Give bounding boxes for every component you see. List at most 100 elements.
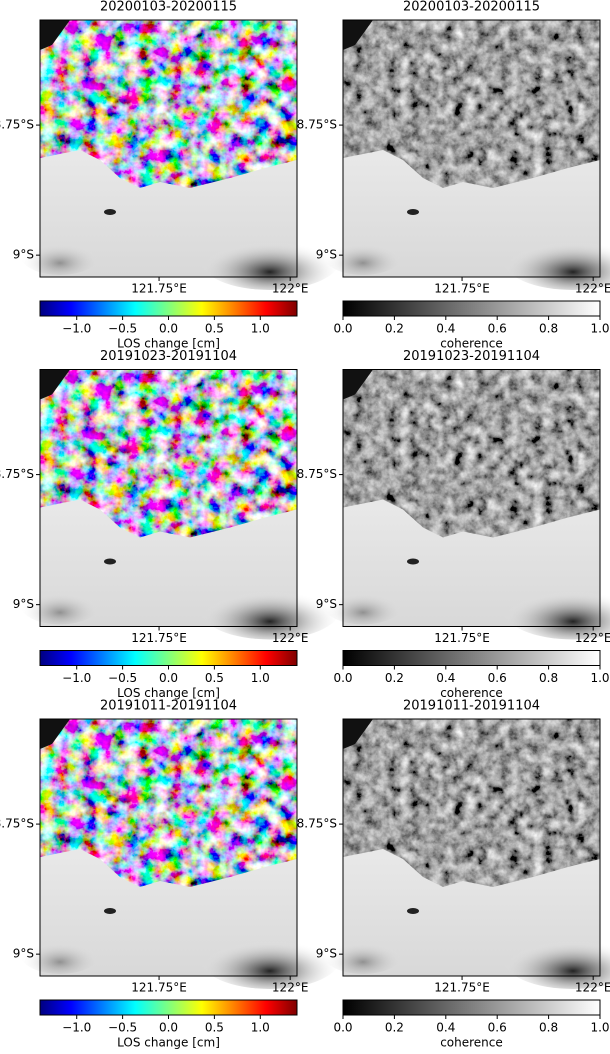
y-tick-label: 8.75°S [297,118,337,132]
dark-corner [40,20,70,50]
islet [407,209,419,215]
sea-shade [503,230,610,290]
colorbar-tick-label: 0.6 [488,671,507,685]
panel: 20200103-20200115 121.75°E 122°E 8.75°S 9°S −… [0,0,340,351]
colorbar-tick-label: 1.0 [251,322,270,336]
panel-title: 20191011-20191104 [403,699,540,714]
colorbar [39,650,298,666]
islet [104,209,116,215]
colorbar-tick-label: 0.0 [333,671,352,685]
colorbar-tick-label: −1.0 [62,671,91,685]
colorbar-tick-label: −0.5 [108,1021,137,1035]
colorbar-tick-label: 0.0 [333,1021,352,1035]
sea-shade [200,230,340,290]
axes-frame [39,369,298,627]
x-tick-label: 122°E [272,631,309,645]
y-tick-label: 8.75°S [0,817,34,831]
y-tick-label: 9°S [13,597,34,611]
colorbar-tick-label: 0.2 [385,322,404,336]
y-tick-label: 9°S [316,947,337,961]
sea-shade [200,929,340,989]
colorbar-tick-label: 0.8 [539,671,558,685]
colorbar-tick-label: 0.5 [205,671,224,685]
y-tick-label: 9°S [13,248,34,262]
colorbar-label: LOS change [cm] [117,337,220,351]
colorbar-tick-label: 0.2 [385,671,404,685]
colorbar-tick-label: 1.0 [590,322,609,336]
y-tick-label: 8.75°S [297,467,337,481]
y-tick-label: 9°S [316,248,337,262]
axes-frame [342,369,601,627]
panel: 20191023-20191104 121.75°E 122°E 8.75°S 9°S 0… [297,349,610,700]
colorbar-tick-label: 0.0 [333,322,352,336]
x-tick-label: 121.75°E [131,631,187,645]
x-tick-label: 121.75°E [434,631,490,645]
x-tick-label: 121.75°E [434,282,490,296]
colorbar-tick-label: 0.5 [205,1021,224,1035]
axes-frame [342,19,601,278]
dark-corner [343,369,373,400]
x-tick-label: 122°E [575,981,610,995]
axes-frame [39,718,298,977]
panel-title: 20200103-20200115 [100,0,237,15]
y-tick-label: 8.75°S [0,118,34,132]
colorbar-tick-label: 0.2 [385,1021,404,1035]
colorbar-tick-label: 1.0 [251,1021,270,1035]
colorbar [39,300,298,317]
colorbar [342,300,601,317]
dark-corner [40,719,70,749]
panel: 20200103-20200115 121.75°E 122°E 8.75°S 9°S 0… [297,0,610,351]
panel-title: 20191011-20191104 [100,699,237,714]
colorbar-tick-label: 1.0 [590,1021,609,1035]
x-tick-label: 121.75°E [434,981,490,995]
colorbar-tick-label: 0.0 [159,1021,178,1035]
x-tick-label: 122°E [272,981,309,995]
colorbar-label: coherence [440,337,503,351]
colorbar-tick-label: −1.0 [62,1021,91,1035]
x-tick-label: 122°E [575,282,610,296]
x-tick-label: 121.75°E [131,981,187,995]
colorbar-tick-label: 0.8 [539,322,558,336]
panel: 20191011-20191104 121.75°E 122°E 8.75°S 9°S 0… [297,699,610,1050]
dark-corner [343,20,373,50]
x-tick-label: 121.75°E [131,282,187,296]
colorbar-tick-label: −0.5 [108,671,137,685]
panel-title: 20191023-20191104 [403,349,540,364]
colorbar-tick-label: 0.0 [159,671,178,685]
sea-shade [503,929,610,989]
panel-title: 20200103-20200115 [403,0,540,15]
y-tick-label: 8.75°S [0,467,34,481]
colorbar [39,999,298,1016]
colorbar-tick-label: 0.4 [436,322,455,336]
colorbar-tick-label: 0.4 [436,1021,455,1035]
sea-shade [503,579,610,640]
colorbar-label: LOS change [cm] [117,686,220,700]
islet [407,908,419,914]
colorbar [342,999,601,1016]
dark-corner [343,719,373,749]
axes-frame [39,19,298,278]
axes-frame [342,718,601,977]
colorbar-tick-label: 0.8 [539,1021,558,1035]
colorbar-tick-label: 0.4 [436,671,455,685]
y-tick-label: 8.75°S [297,817,337,831]
colorbar-tick-label: 1.0 [251,671,270,685]
dark-corner [40,369,70,400]
islet [104,558,116,565]
y-tick-label: 9°S [316,597,337,611]
panel: 20191023-20191104 121.75°E 122°E 8.75°S 9°S −… [0,349,340,700]
x-tick-label: 122°E [272,282,309,296]
colorbar-tick-label: 1.0 [590,671,609,685]
panel: 20191011-20191104 121.75°E 122°E 8.75°S 9°S −… [0,699,340,1050]
colorbar-tick-label: −1.0 [62,322,91,336]
colorbar-tick-label: 0.0 [159,322,178,336]
colorbar-label: coherence [440,686,503,700]
colorbar-tick-label: 0.6 [488,1021,507,1035]
islet [104,908,116,914]
colorbar-label: LOS change [cm] [117,1036,220,1050]
colorbar-label: coherence [440,1036,503,1050]
colorbar [342,650,601,666]
colorbar-tick-label: 0.5 [205,322,224,336]
